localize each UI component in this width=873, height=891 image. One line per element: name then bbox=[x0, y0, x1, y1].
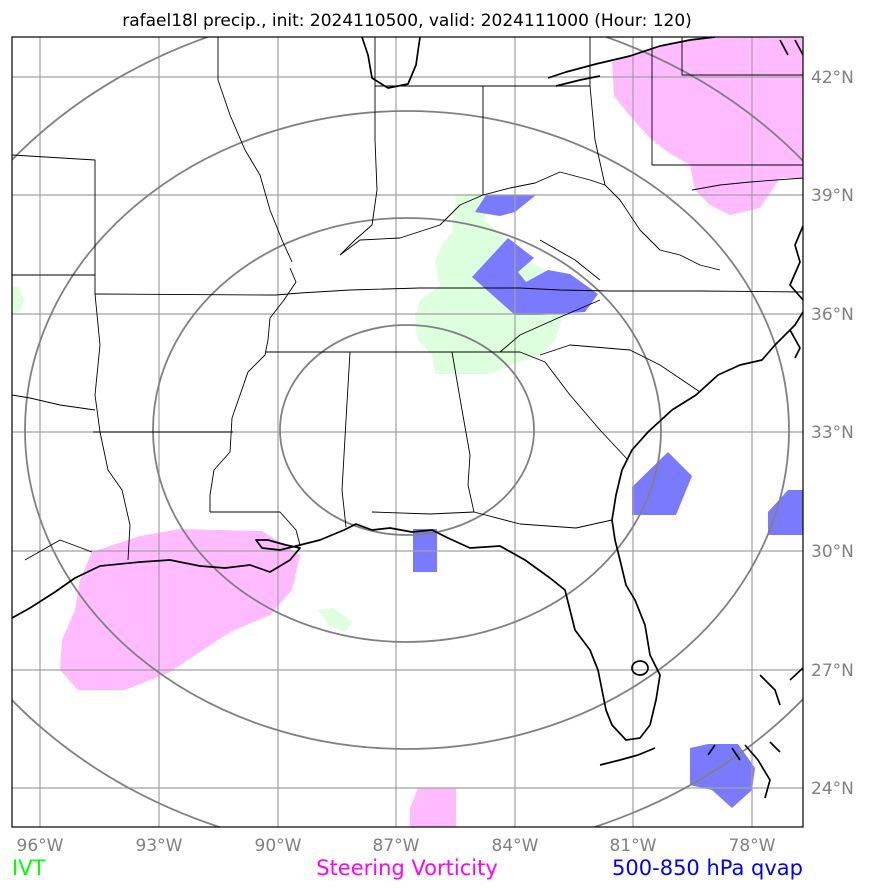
lon-label: 96°W bbox=[17, 836, 64, 856]
map-title: rafael18l precip., init: 2024110500, val… bbox=[122, 11, 692, 31]
map-area bbox=[12, 37, 803, 827]
state-borders bbox=[12, 37, 803, 561]
ivt-area-west bbox=[12, 286, 24, 314]
qvap-area-bahamas bbox=[690, 744, 755, 808]
longitude-labels: 96°W 93°W 90°W 87°W 84°W 81°W 78°W bbox=[17, 836, 776, 856]
ivt-area-gulf bbox=[318, 608, 352, 632]
vorticity-area-gulf bbox=[60, 529, 300, 690]
lon-label: 90°W bbox=[255, 836, 302, 856]
vorticity-area-south bbox=[410, 788, 456, 827]
vorticity-field bbox=[60, 37, 803, 827]
latitude-labels: 42°N 39°N 36°N 33°N 30°N 27°N 24°N bbox=[811, 68, 854, 799]
lon-label: 81°W bbox=[610, 836, 657, 856]
qvap-area-kentucky bbox=[475, 195, 536, 216]
coastlines bbox=[12, 37, 803, 799]
lat-label: 39°N bbox=[811, 186, 854, 206]
lat-label: 36°N bbox=[811, 305, 854, 325]
lon-label: 87°W bbox=[373, 836, 420, 856]
qvap-area-atlantic bbox=[768, 490, 803, 535]
map-frame bbox=[11, 36, 804, 828]
lat-label: 27°N bbox=[811, 661, 854, 681]
qvap-area-tennessee bbox=[472, 238, 598, 315]
vorticity-area-northeast bbox=[612, 37, 803, 215]
legend: IVT Steering Vorticity 500-850 hPa qvap bbox=[12, 856, 803, 880]
lat-label: 42°N bbox=[811, 68, 854, 88]
legend-steering-vorticity: Steering Vorticity bbox=[316, 856, 498, 880]
qvap-area-georgia-coast bbox=[632, 452, 692, 515]
lon-label: 93°W bbox=[136, 836, 183, 856]
lat-label: 24°N bbox=[811, 779, 854, 799]
legend-ivt: IVT bbox=[12, 856, 46, 880]
lon-label: 84°W bbox=[492, 836, 539, 856]
range-rings bbox=[12, 37, 803, 827]
lon-label: 78°W bbox=[729, 836, 776, 856]
lat-label: 33°N bbox=[811, 423, 854, 443]
lat-label: 30°N bbox=[811, 542, 854, 562]
graticule bbox=[12, 37, 803, 827]
legend-qvap: 500-850 hPa qvap bbox=[612, 856, 803, 880]
